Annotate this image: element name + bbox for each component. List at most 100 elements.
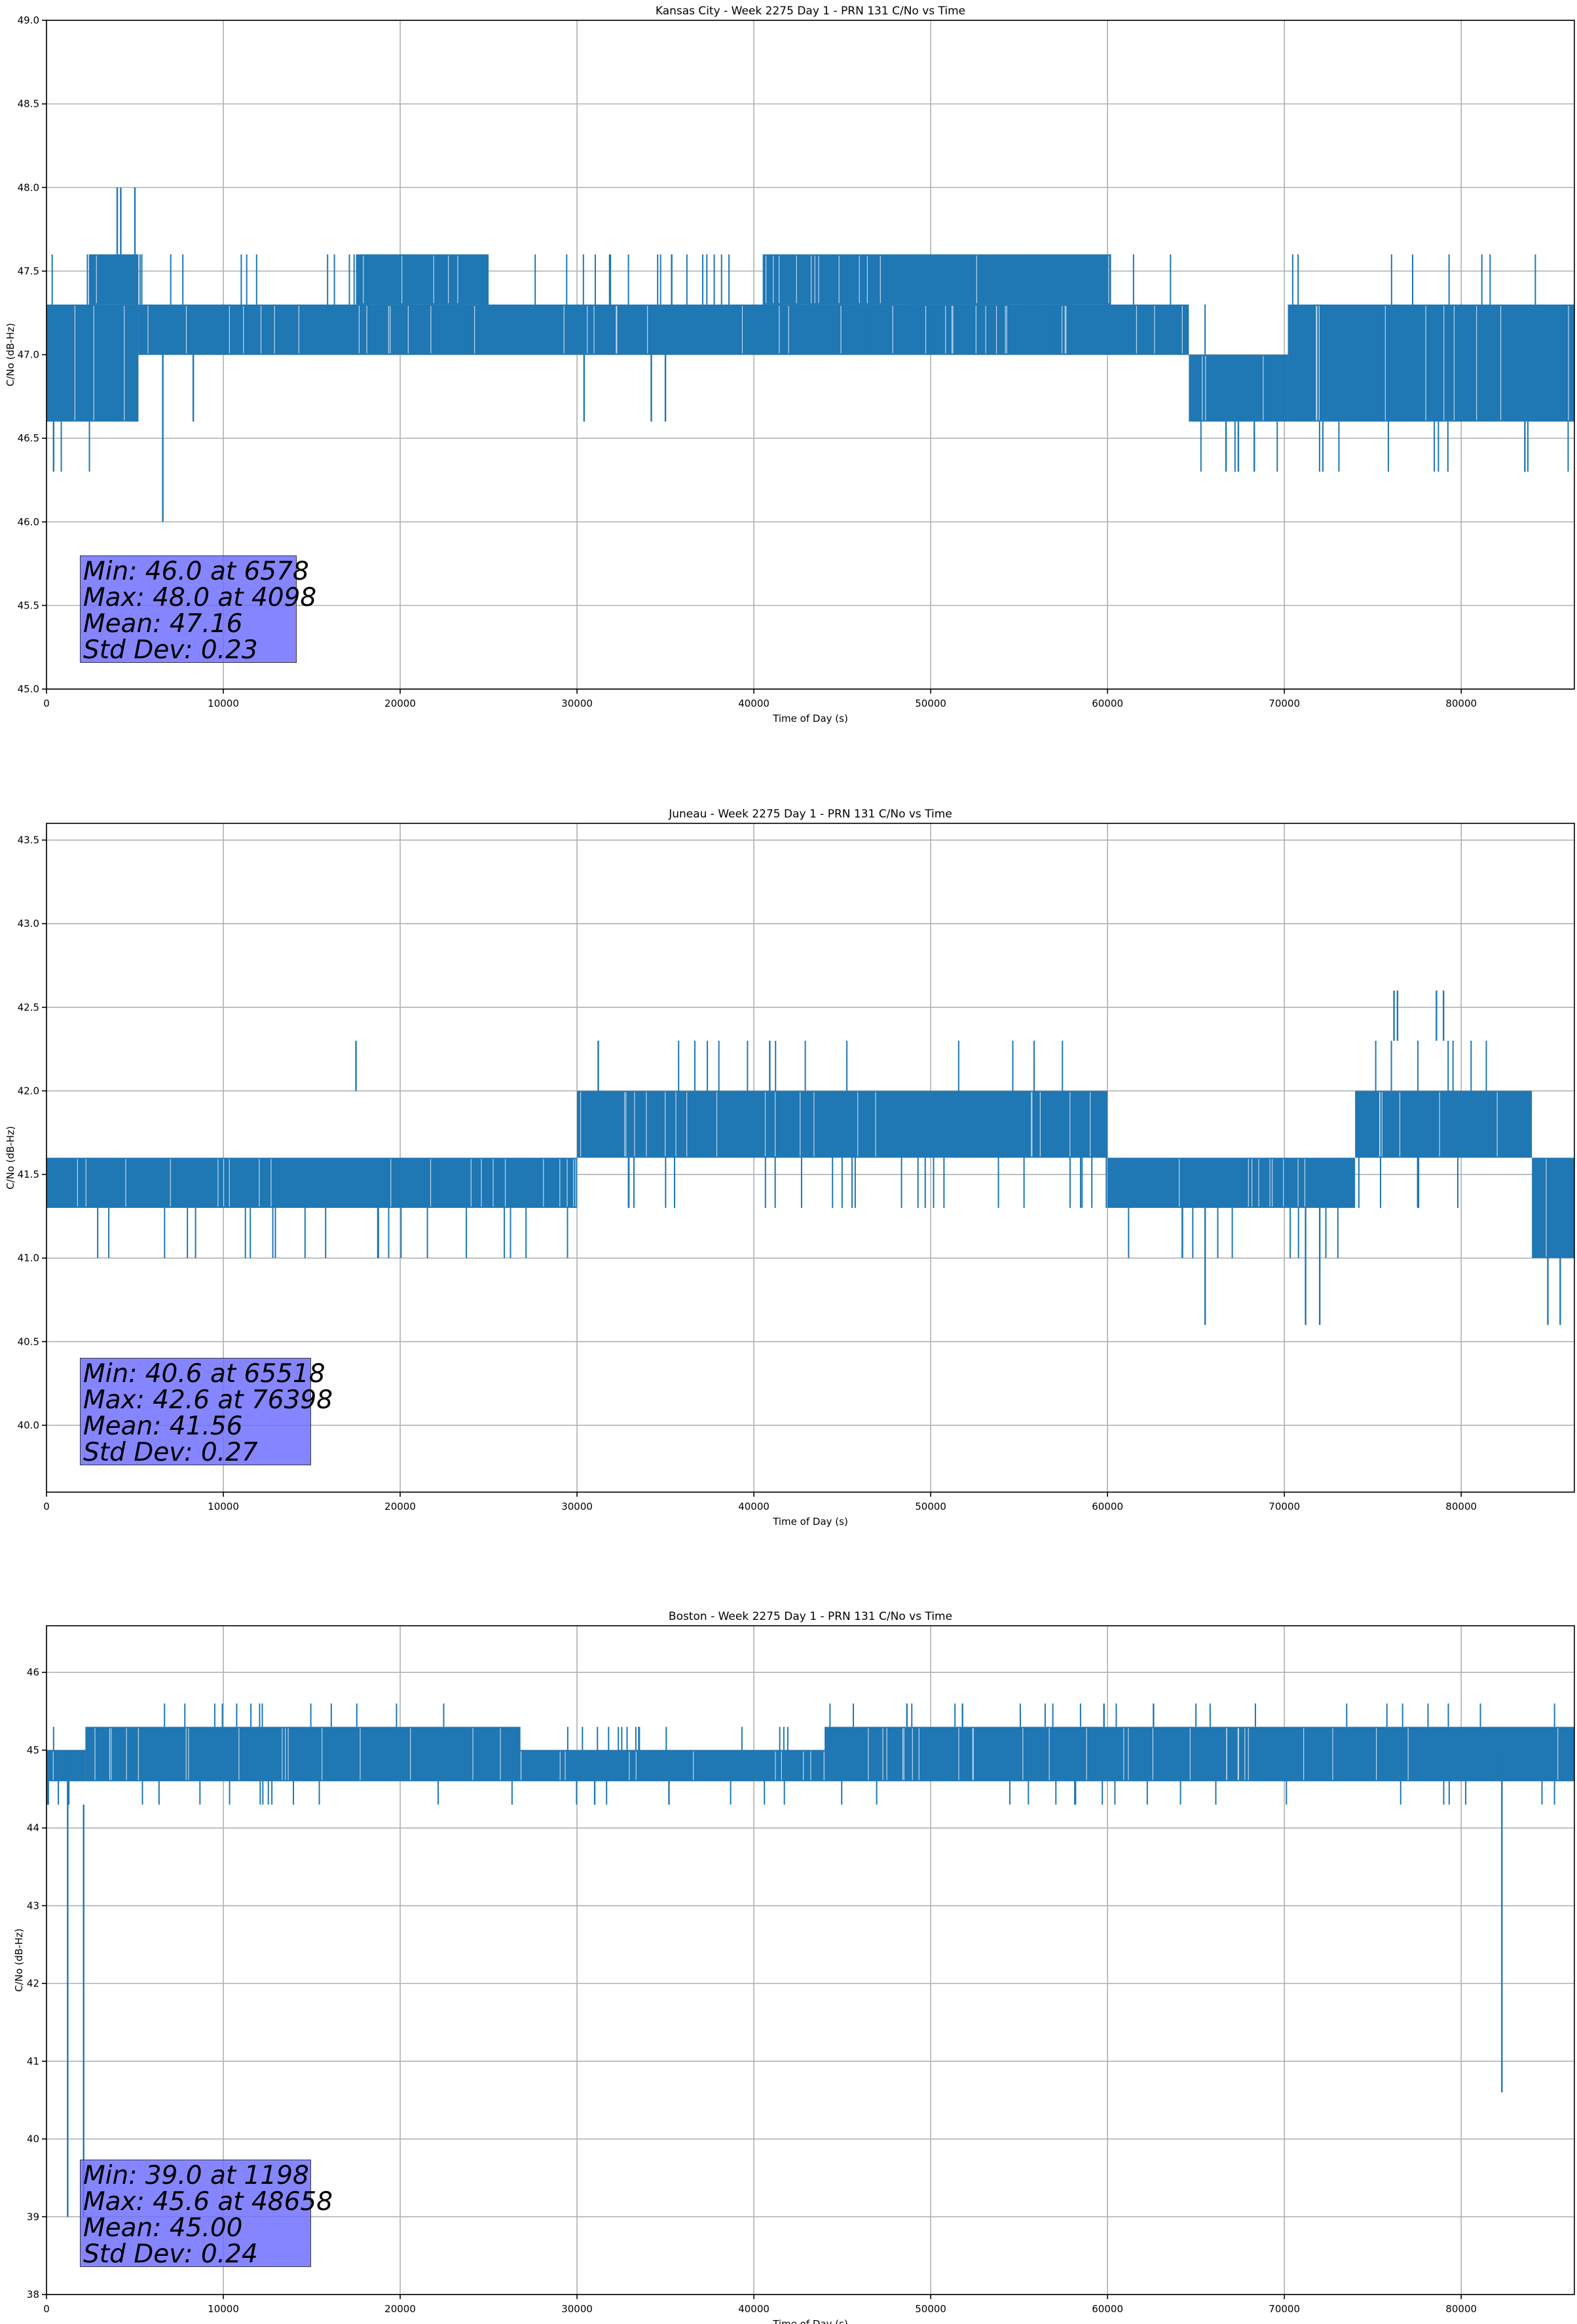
- series-band: [46, 1157, 578, 1209]
- y-tick-label: 40.5: [18, 1336, 39, 1347]
- x-tick-label: 40000: [738, 698, 770, 709]
- y-tick-label: 46.0: [18, 516, 39, 528]
- x-tick-label: 40000: [738, 2303, 770, 2315]
- series-band: [1288, 304, 1574, 422]
- x-tick-label: 20000: [384, 2303, 416, 2315]
- chart-title: Juneau - Week 2275 Day 1 - PRN 131 C/No …: [668, 808, 952, 821]
- series-band: [88, 254, 139, 305]
- y-tick-label: 42.5: [18, 1002, 39, 1013]
- y-tick-label: 46.5: [18, 432, 39, 444]
- y-axis-label: C/No (dB-Hz): [5, 323, 16, 386]
- y-tick-label: 41.0: [18, 1252, 39, 1264]
- series-band: [577, 1091, 1108, 1158]
- x-tick-label: 50000: [915, 1501, 946, 1512]
- stats-mean: Mean: 41.56: [83, 1412, 243, 1441]
- x-axis-label: Time of Day (s): [772, 2318, 848, 2324]
- series-trace: [46, 187, 1574, 522]
- stats-std-dev: Std Dev: 0.24: [83, 2240, 258, 2269]
- stats-min: Min: 46.0 at 6578: [83, 557, 309, 586]
- series-trace: [46, 990, 1574, 1325]
- chart-panel-1: 0 10000 20000 30000 40000 50000 60000 70000 8000…: [5, 808, 1575, 1527]
- x-tick-label: 60000: [1092, 1501, 1123, 1512]
- x-tick-label: 0: [43, 1501, 50, 1512]
- x-tick-label: 50000: [915, 2303, 946, 2315]
- y-tick-label: 45.5: [18, 599, 39, 611]
- chart-panel-2: 0 10000 20000 30000 40000 50000 60000 70000 8000…: [13, 1610, 1575, 2324]
- series-band: [1189, 354, 1288, 422]
- stats-mean: Mean: 45.00: [83, 2213, 243, 2243]
- stats-std-dev: Std Dev: 0.23: [83, 635, 258, 665]
- y-tick-label: 45: [27, 1744, 39, 1756]
- series-band: [520, 1750, 825, 1782]
- x-tick-label: 50000: [915, 698, 946, 709]
- series-trace: [46, 1703, 1574, 2217]
- x-axis-label: Time of Day (s): [772, 1516, 848, 1527]
- x-tick-label: 70000: [1269, 1501, 1300, 1512]
- x-axis-label: Time of Day (s): [772, 713, 848, 724]
- x-tick-label: 10000: [208, 2303, 239, 2315]
- x-tick-label: 30000: [561, 2303, 593, 2315]
- x-tick-label: 10000: [208, 698, 239, 709]
- series-band: [46, 1750, 86, 1782]
- y-tick-label: 47.5: [18, 265, 39, 277]
- stats-max: Max: 48.0 at 4098: [83, 583, 317, 612]
- stats-max: Max: 45.6 at 48658: [83, 2187, 333, 2217]
- series-band: [85, 1727, 521, 1782]
- y-tick-label: 43: [27, 1900, 39, 1911]
- y-axis-label: C/No (dB-Hz): [13, 1928, 25, 1992]
- series-band: [356, 254, 489, 305]
- series-band: [825, 1727, 1574, 1782]
- x-tick-label: 40000: [738, 1501, 770, 1512]
- series-band: [1107, 1157, 1356, 1209]
- x-tick-label: 70000: [1269, 2303, 1300, 2315]
- chart-title: Kansas City - Week 2275 Day 1 - PRN 131 …: [656, 5, 965, 18]
- y-tick-label: 43.5: [18, 834, 39, 846]
- y-axis-label: C/No (dB-Hz): [5, 1126, 16, 1190]
- y-tick-label: 42: [27, 1977, 39, 1989]
- chart-panel-0: 0 10000 20000 30000 40000 50000 60000 70000 8000…: [5, 5, 1575, 724]
- x-tick-label: 60000: [1092, 2303, 1123, 2315]
- axes-frame: [46, 823, 1575, 1493]
- stats-box-boston: Min: 39.0 at 1198 Max: 45.6 at 48658 Mea…: [80, 2160, 333, 2269]
- y-tick-label: 42.0: [18, 1085, 39, 1096]
- stats-max: Max: 42.6 at 76398: [83, 1385, 333, 1415]
- y-tick-label: 41.5: [18, 1169, 39, 1180]
- x-tick-label: 30000: [561, 698, 593, 709]
- x-tick-label: 30000: [561, 1501, 593, 1512]
- series-band: [138, 304, 1189, 355]
- y-tick-label: 45.0: [18, 683, 39, 695]
- axes-frame: [46, 1625, 1575, 2295]
- stats-min: Min: 39.0 at 1198: [83, 2161, 309, 2190]
- y-tick-label: 40: [27, 2133, 39, 2145]
- x-tick-label: 80000: [1445, 2303, 1477, 2315]
- x-tick-label: 80000: [1445, 698, 1477, 709]
- x-tick-label: 10000: [208, 1501, 239, 1512]
- x-tick-label: 20000: [384, 1501, 416, 1512]
- stats-std-dev: Std Dev: 0.27: [83, 1438, 258, 1467]
- stats-min: Min: 40.6 at 65518: [83, 1359, 325, 1389]
- y-tick-label: 38: [27, 2289, 39, 2300]
- stats-box-kansas-city: Min: 46.0 at 6578 Max: 48.0 at 4098 Mean…: [80, 555, 317, 665]
- y-tick-label: 47.0: [18, 349, 39, 361]
- chart-title: Boston - Week 2275 Day 1 - PRN 131 C/No …: [669, 1610, 952, 1623]
- stats-box-juneau: Min: 40.6 at 65518 Max: 42.6 at 76398 Me…: [80, 1358, 333, 1467]
- series-band: [1355, 1091, 1532, 1158]
- y-tick-label: 49.0: [18, 14, 39, 26]
- stats-mean: Mean: 47.16: [83, 609, 243, 639]
- y-tick-label: 43.0: [18, 918, 39, 929]
- x-tick-label: 20000: [384, 698, 416, 709]
- x-tick-label: 0: [43, 698, 50, 709]
- y-tick-label: 48.0: [18, 181, 39, 193]
- y-tick-label: 44: [27, 1822, 39, 1834]
- y-tick-label: 46: [27, 1666, 39, 1678]
- series-band: [1532, 1157, 1574, 1258]
- series-band: [46, 304, 139, 422]
- y-tick-label: 39: [27, 2211, 39, 2222]
- x-tick-label: 0: [43, 2303, 50, 2315]
- y-tick-label: 40.0: [18, 1419, 39, 1431]
- x-tick-label: 70000: [1269, 698, 1300, 709]
- x-tick-label: 60000: [1092, 698, 1123, 709]
- y-tick-label: 41: [27, 2055, 39, 2067]
- y-tick-label: 48.5: [18, 98, 39, 110]
